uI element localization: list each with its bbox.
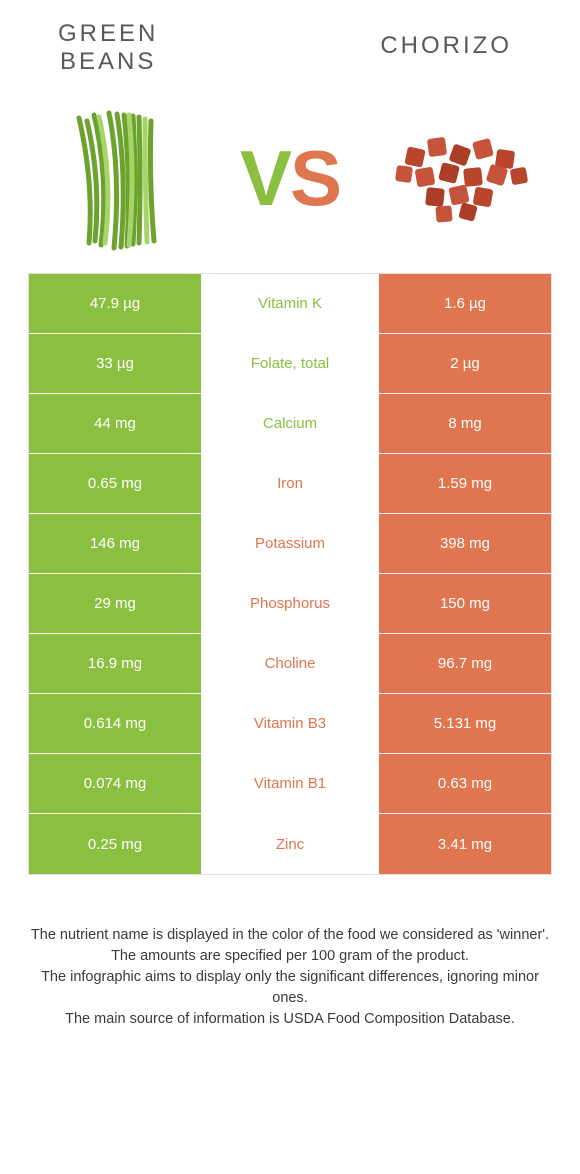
nutrient-value-left: 33 µg	[29, 334, 201, 393]
nutrient-value-right: 0.63 mg	[379, 754, 551, 813]
nutrient-label: Vitamin K	[201, 274, 379, 333]
vs-label: VS	[240, 139, 340, 217]
table-row: 33 µgFolate, total2 µg	[29, 334, 551, 394]
nutrient-value-right: 398 mg	[379, 514, 551, 573]
green-beans-icon	[34, 103, 204, 253]
table-row: 146 mgPotassium398 mg	[29, 514, 551, 574]
table-row: 29 mgPhosphorus150 mg	[29, 574, 551, 634]
table-row: 0.65 mgIron1.59 mg	[29, 454, 551, 514]
table-row: 47.9 µgVitamin K1.6 µg	[29, 274, 551, 334]
food-title-left-line1: GREEN	[58, 20, 158, 48]
vs-v: V	[240, 134, 290, 222]
nutrient-label: Zinc	[201, 814, 379, 874]
header: GREEN BEANS CHORIZO	[28, 20, 552, 75]
nutrient-value-left: 0.074 mg	[29, 754, 201, 813]
nutrient-label: Iron	[201, 454, 379, 513]
infographic-root: GREEN BEANS CHORIZO	[0, 0, 580, 1030]
table-row: 0.25 mgZinc3.41 mg	[29, 814, 551, 874]
nutrient-table: 47.9 µgVitamin K1.6 µg33 µgFolate, total…	[28, 273, 552, 875]
nutrient-label: Vitamin B3	[201, 694, 379, 753]
nutrient-label: Choline	[201, 634, 379, 693]
nutrient-value-left: 0.25 mg	[29, 814, 201, 874]
food-title-right: CHORIZO	[380, 32, 512, 60]
nutrient-value-left: 16.9 mg	[29, 634, 201, 693]
nutrient-value-right: 3.41 mg	[379, 814, 551, 874]
nutrient-label: Calcium	[201, 394, 379, 453]
footer-line-4: The main source of information is USDA F…	[30, 1009, 550, 1030]
nutrient-value-left: 29 mg	[29, 574, 201, 633]
nutrient-label: Potassium	[201, 514, 379, 573]
footer-line-2: The amounts are specified per 100 gram o…	[30, 946, 550, 967]
table-row: 44 mgCalcium8 mg	[29, 394, 551, 454]
food-title-left-line2: BEANS	[58, 48, 158, 76]
nutrient-value-left: 0.614 mg	[29, 694, 201, 753]
nutrient-value-right: 96.7 mg	[379, 634, 551, 693]
nutrient-value-left: 146 mg	[29, 514, 201, 573]
footer-line-3: The infographic aims to display only the…	[30, 967, 550, 1009]
footer-notes: The nutrient name is displayed in the co…	[28, 925, 552, 1030]
table-row: 16.9 mgCholine96.7 mg	[29, 634, 551, 694]
nutrient-value-right: 2 µg	[379, 334, 551, 393]
nutrient-value-left: 0.65 mg	[29, 454, 201, 513]
nutrient-value-right: 5.131 mg	[379, 694, 551, 753]
nutrient-value-right: 1.6 µg	[379, 274, 551, 333]
food-title-left: GREEN BEANS	[58, 20, 158, 75]
nutrient-label: Folate, total	[201, 334, 379, 393]
nutrient-label: Phosphorus	[201, 574, 379, 633]
nutrient-value-right: 8 mg	[379, 394, 551, 453]
vs-s: S	[290, 134, 340, 222]
chorizo-icon	[376, 103, 546, 253]
nutrient-value-right: 150 mg	[379, 574, 551, 633]
table-row: 0.074 mgVitamin B10.63 mg	[29, 754, 551, 814]
nutrient-value-left: 44 mg	[29, 394, 201, 453]
nutrient-value-left: 47.9 µg	[29, 274, 201, 333]
table-row: 0.614 mgVitamin B35.131 mg	[29, 694, 551, 754]
nutrient-value-right: 1.59 mg	[379, 454, 551, 513]
footer-line-1: The nutrient name is displayed in the co…	[30, 925, 550, 946]
hero-row: VS	[28, 93, 552, 263]
nutrient-label: Vitamin B1	[201, 754, 379, 813]
